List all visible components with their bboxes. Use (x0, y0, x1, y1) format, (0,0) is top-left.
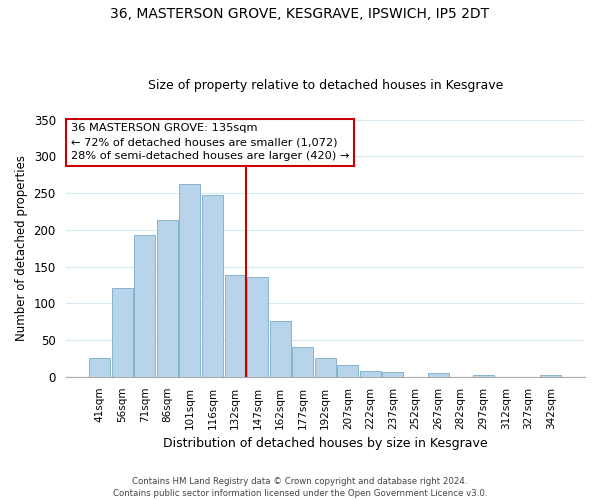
Bar (157, 220, 178, 377)
Text: Contains HM Land Registry data © Crown copyright and database right 2024.
Contai: Contains HM Land Registry data © Crown c… (113, 476, 487, 498)
Bar (134, 235, 155, 377)
Bar (247, 277, 268, 377)
Bar (89, 358, 110, 377)
Bar (224, 276, 245, 377)
Bar (337, 365, 358, 377)
Y-axis label: Number of detached properties: Number of detached properties (15, 155, 28, 341)
Text: 36 MASTERSON GROVE: 135sqm
← 72% of detached houses are smaller (1,072)
28% of s: 36 MASTERSON GROVE: 135sqm ← 72% of deta… (71, 124, 349, 162)
Bar (428, 373, 449, 377)
Bar (360, 371, 381, 377)
Bar (382, 372, 403, 377)
Bar (112, 288, 133, 377)
Bar (473, 376, 494, 377)
Title: Size of property relative to detached houses in Kesgrave: Size of property relative to detached ho… (148, 79, 503, 92)
Bar (315, 358, 336, 377)
Text: 36, MASTERSON GROVE, KESGRAVE, IPSWICH, IP5 2DT: 36, MASTERSON GROVE, KESGRAVE, IPSWICH, … (110, 8, 490, 22)
Bar (269, 321, 290, 377)
Bar (292, 346, 313, 377)
Bar (541, 376, 562, 377)
X-axis label: Distribution of detached houses by size in Kesgrave: Distribution of detached houses by size … (163, 437, 488, 450)
Bar (202, 194, 223, 377)
Bar (179, 184, 200, 377)
